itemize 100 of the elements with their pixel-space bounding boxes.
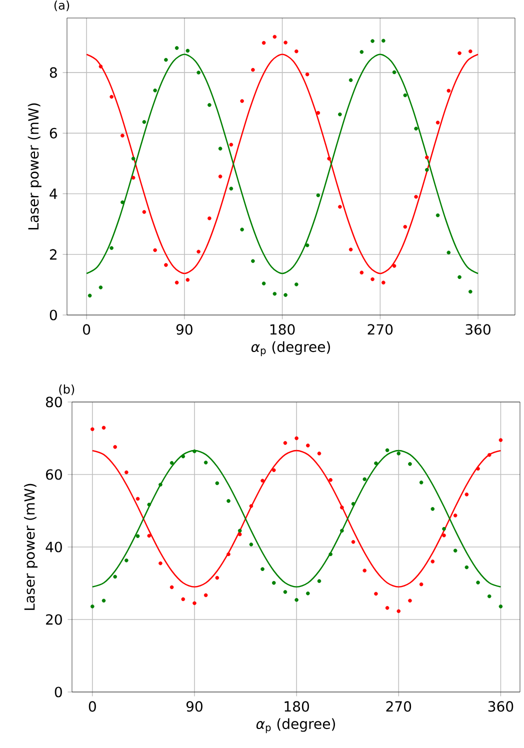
point	[430, 560, 435, 564]
point	[142, 210, 146, 214]
point	[238, 532, 242, 536]
point	[136, 534, 140, 538]
point	[240, 228, 244, 232]
point	[98, 64, 103, 68]
x-axis-title: α$_{p}$ (degree)	[256, 718, 335, 734]
chart-title: (a)	[54, 0, 70, 12]
point	[446, 250, 451, 254]
x-tick-label: 360	[488, 701, 514, 712]
point	[226, 499, 230, 503]
point	[229, 186, 234, 191]
point	[294, 598, 298, 602]
x-tick-label: 270	[368, 324, 393, 335]
point	[284, 40, 288, 44]
point	[170, 461, 174, 465]
point	[170, 585, 174, 590]
point	[113, 574, 117, 579]
y-tick-label: 2	[50, 249, 56, 260]
point	[338, 204, 342, 209]
point	[348, 248, 353, 252]
point	[262, 40, 266, 45]
point	[370, 277, 374, 282]
point	[408, 462, 412, 466]
x-tick-label: 360	[466, 324, 490, 335]
point	[90, 604, 94, 608]
y-tick-label: 6	[50, 128, 57, 138]
point	[153, 248, 157, 252]
point	[382, 280, 386, 284]
point	[284, 293, 288, 297]
point	[124, 470, 128, 474]
x-tick-label: 270	[386, 701, 412, 712]
point	[306, 592, 310, 596]
y-tick-label: 80	[46, 396, 62, 408]
point	[453, 514, 458, 518]
point	[229, 142, 234, 147]
point	[385, 448, 390, 452]
point	[153, 88, 157, 92]
point	[392, 70, 396, 74]
point	[240, 99, 244, 103]
point	[419, 480, 424, 484]
point	[196, 70, 200, 74]
y-axis-title: Laser power (mW)	[24, 484, 38, 610]
point	[374, 592, 378, 596]
y-tick-label: 40	[46, 542, 62, 552]
point	[498, 604, 503, 608]
point	[147, 502, 152, 506]
point	[131, 156, 136, 161]
point	[351, 502, 356, 506]
y-tick-label: 60	[46, 469, 62, 480]
point	[464, 492, 469, 496]
x-tick-label: 180	[284, 701, 309, 712]
point	[186, 48, 190, 53]
point	[294, 282, 298, 286]
point	[316, 110, 320, 115]
point	[88, 294, 92, 298]
point	[181, 454, 186, 458]
point	[362, 477, 367, 482]
point	[392, 264, 396, 268]
point	[272, 292, 277, 296]
point	[174, 280, 179, 284]
point	[385, 606, 390, 610]
y-tick-label: 0	[54, 686, 62, 698]
point	[186, 278, 190, 282]
x-tick-label: 0	[88, 701, 96, 712]
point	[442, 526, 446, 531]
point	[446, 88, 451, 93]
point	[498, 438, 503, 442]
point	[317, 452, 322, 456]
point	[316, 193, 320, 198]
point	[226, 552, 230, 556]
x-tick-label: 90	[176, 324, 192, 335]
point	[338, 112, 342, 116]
point	[370, 39, 374, 43]
point	[90, 427, 94, 432]
point	[164, 263, 168, 267]
point	[110, 94, 114, 99]
x-tick-label: 180	[270, 324, 295, 335]
point	[249, 542, 254, 546]
point	[208, 216, 212, 220]
point	[305, 243, 310, 248]
point	[360, 50, 364, 54]
point	[272, 34, 277, 39]
point	[249, 504, 254, 508]
y-axis-title: Laser power (mW)	[28, 103, 42, 230]
point	[419, 582, 424, 586]
point	[147, 534, 152, 538]
point	[204, 460, 208, 464]
point	[328, 478, 332, 482]
point	[458, 51, 462, 56]
point	[403, 93, 408, 98]
point	[430, 507, 435, 511]
point	[464, 565, 469, 570]
point	[142, 120, 146, 124]
point	[110, 246, 114, 250]
point	[360, 270, 364, 274]
point	[453, 548, 458, 553]
point	[158, 482, 162, 487]
point	[218, 174, 222, 178]
point	[158, 561, 162, 566]
